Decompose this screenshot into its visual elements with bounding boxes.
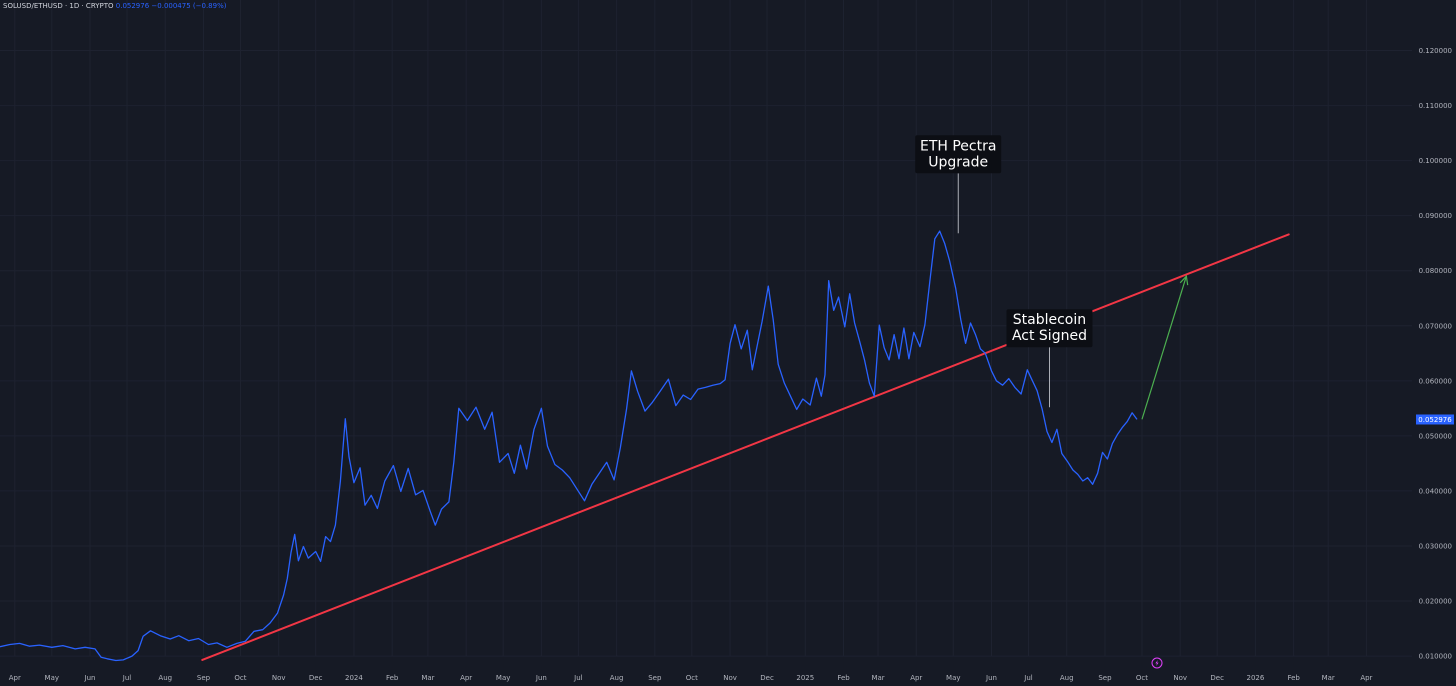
last-price-label: 0.052976 (1418, 416, 1452, 424)
x-tick-label: Dec (1210, 674, 1224, 682)
y-tick-label: 0.110000 (1419, 102, 1452, 110)
x-tick-label: Oct (1136, 674, 1148, 682)
y-tick-label: 0.120000 (1419, 47, 1452, 55)
x-tick-label: Feb (1287, 674, 1300, 682)
trendline-layer (201, 233, 1290, 661)
projection-arrow-layer (1141, 274, 1189, 420)
last-price-layer: 0.052976 (1416, 414, 1454, 425)
current-price: 0.052976 (115, 2, 150, 10)
x-tick-label: Jun (84, 674, 96, 682)
series-layer (0, 230, 1138, 662)
x-tick-label: 2024 (345, 674, 363, 682)
x-tick-label: Aug (1060, 674, 1074, 682)
x-tick-label: Apr (9, 674, 21, 682)
x-tick-label: Dec (309, 674, 323, 682)
x-axis: Apr May Jun Jul Aug Sep Oct Nov Dec 2024 Feb Mar Apr… (9, 674, 1373, 682)
x-tick-label: Nov (1173, 674, 1187, 682)
x-tick-label: Aug (158, 674, 172, 682)
symbol-header: SOLUSD/ETHUSD · 1D · CRYPTO 0.052976 −0.… (3, 1, 226, 12)
x-tick-label: Mar (1322, 674, 1335, 682)
x-tick-label: 2026 (1246, 674, 1264, 682)
x-tick-label: Jul (122, 674, 132, 682)
annotation-box (915, 135, 1002, 174)
y-tick-label: 0.020000 (1419, 598, 1452, 606)
x-tick-label: May (45, 674, 59, 682)
x-tick-label: Jun (535, 674, 547, 682)
lightning-icon[interactable] (1151, 657, 1163, 669)
symbol-label[interactable]: SOLUSD/ETHUSD · 1D · CRYPTO (3, 2, 114, 10)
annotation-text: ETH Pectra (920, 138, 996, 154)
annotation-text: Act Signed (1012, 328, 1087, 344)
x-tick-label: Dec (760, 674, 774, 682)
annotation-text: Stablecoin (1013, 312, 1086, 328)
x-tick-label: Apr (460, 674, 472, 682)
projection-arrow[interactable] (1141, 276, 1187, 420)
x-tick-label: May (496, 674, 510, 682)
y-tick-label: 0.030000 (1419, 542, 1452, 550)
price-change: −0.000475 (−0.89%) (151, 2, 227, 10)
y-tick-label: 0.060000 (1419, 377, 1452, 385)
y-tick-label: 0.040000 (1419, 487, 1452, 495)
y-tick-label: 0.090000 (1419, 212, 1452, 220)
annotation-text: Upgrade (928, 154, 988, 170)
x-tick-label: Apr (910, 674, 922, 682)
x-tick-label: Sep (1098, 674, 1112, 682)
x-tick-label: Nov (272, 674, 286, 682)
x-tick-label: Sep (648, 674, 662, 682)
annotation-box (1006, 309, 1093, 348)
x-tick-label: May (946, 674, 960, 682)
x-tick-label: Feb (386, 674, 399, 682)
y-tick-label: 0.050000 (1419, 432, 1452, 440)
x-tick-label: Sep (197, 674, 211, 682)
x-tick-label: Feb (837, 674, 850, 682)
y-axis: 0.010000 0.020000 0.030000 0.040000 0.050000… (1419, 47, 1452, 661)
y-tick-label: 0.080000 (1419, 267, 1452, 275)
projection-arrowhead (1179, 274, 1189, 286)
x-tick-label: 2025 (796, 674, 814, 682)
x-tick-label: Aug (610, 674, 624, 682)
x-tick-label: Jul (573, 674, 583, 682)
grid (0, 0, 1412, 657)
x-tick-label: Mar (421, 674, 434, 682)
x-tick-label: Jun (985, 674, 997, 682)
x-tick-label: Apr (1360, 674, 1372, 682)
x-tick-label: Nov (723, 674, 737, 682)
y-tick-label: 0.070000 (1419, 322, 1452, 330)
y-tick-label: 0.010000 (1419, 653, 1452, 661)
x-tick-label: Mar (871, 674, 884, 682)
x-tick-label: Oct (234, 674, 246, 682)
support-trendline[interactable] (201, 233, 1290, 661)
x-tick-label: Oct (686, 674, 698, 682)
y-tick-label: 0.100000 (1419, 157, 1452, 165)
price-series-line[interactable] (0, 230, 1138, 662)
last-price-tag (1416, 414, 1454, 425)
x-tick-label: Jul (1023, 674, 1033, 682)
